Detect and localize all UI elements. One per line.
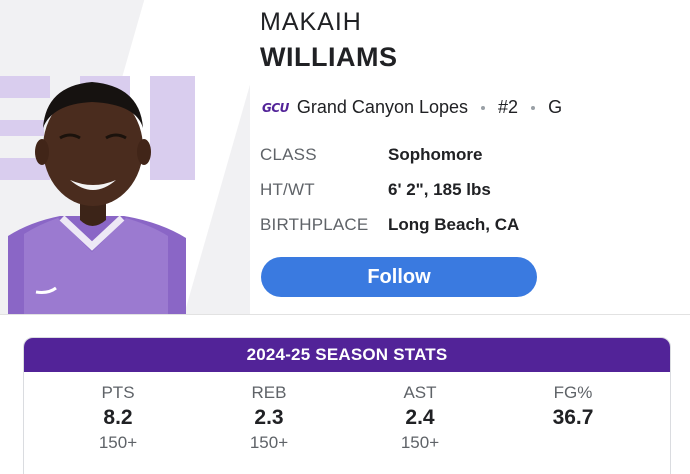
team-logo-icon: GCU <box>262 100 289 115</box>
info-label: HT/WT <box>260 180 315 199</box>
info-label: CLASS <box>260 145 317 164</box>
season-stats-title: 2024-25 SEASON STATS <box>24 338 670 372</box>
player-photo <box>0 0 250 314</box>
player-position: G <box>548 97 563 117</box>
stat-fg-pct: FG% 36.7 <box>498 382 648 454</box>
season-stats-card: 2024-25 SEASON STATS PTS 8.2 150+ REB 2.… <box>23 337 671 474</box>
stat-rank: 150+ <box>400 433 440 452</box>
jersey-number: #2 <box>498 97 519 117</box>
stat-label: AST <box>403 383 437 402</box>
stat-reb: REB 2.3 150+ <box>194 382 344 454</box>
stat-value: 2.3 <box>254 406 284 429</box>
info-label: BIRTHPLACE <box>260 215 369 234</box>
stat-rank <box>498 432 648 454</box>
player-first-name: MAKAIH <box>260 8 362 36</box>
divider <box>0 314 690 315</box>
player-header: MAKAIH WILLIAMS GCU Grand Canyon Lopes #… <box>0 0 660 314</box>
stat-value: 2.4 <box>405 406 435 429</box>
stat-label: FG% <box>553 383 593 402</box>
info-value: Sophomore <box>388 145 483 164</box>
team-line: GCU Grand Canyon Lopes #2 G <box>262 97 562 118</box>
stat-pts: PTS 8.2 150+ <box>43 382 193 454</box>
separator-dot <box>531 105 536 110</box>
stat-rank: 150+ <box>98 433 138 452</box>
stat-value: 8.2 <box>103 406 133 429</box>
player-last-name: WILLIAMS <box>260 42 398 72</box>
stat-label: REB <box>251 383 287 402</box>
info-row-height-weight: HT/WT 6' 2", 185 lbs <box>260 180 660 202</box>
stat-rank: 150+ <box>249 433 289 452</box>
info-value: Long Beach, CA <box>388 215 520 234</box>
info-row-class: CLASS Sophomore <box>260 145 660 167</box>
player-headshot <box>8 82 186 314</box>
info-row-birthplace: BIRTHPLACE Long Beach, CA <box>260 215 660 237</box>
stat-ast: AST 2.4 150+ <box>345 382 495 454</box>
follow-button[interactable]: Follow <box>261 257 537 297</box>
team-name-link[interactable]: Grand Canyon Lopes <box>296 97 469 117</box>
separator-dot <box>481 105 486 110</box>
info-value: 6' 2", 185 lbs <box>388 180 491 199</box>
stat-label: PTS <box>101 383 135 402</box>
stat-value: 36.7 <box>552 406 594 429</box>
